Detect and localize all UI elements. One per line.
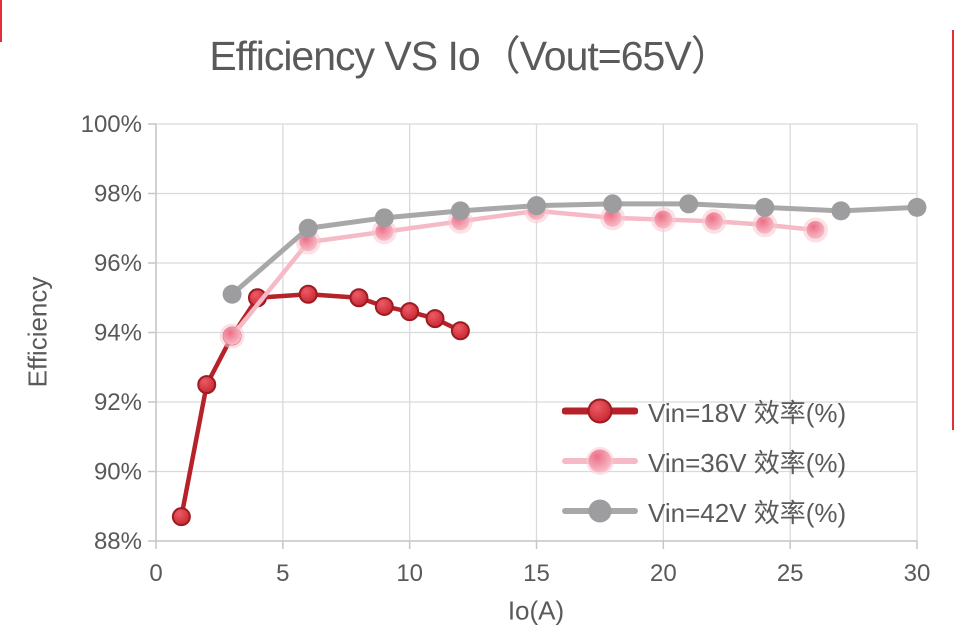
legend: Vin=18V 效率(%) Vin=36V 效率(%) Vin=42V 效率(%): [562, 386, 846, 536]
x-tick-label: 20: [650, 560, 677, 587]
x-tick-label: 10: [396, 560, 423, 587]
data-point: [603, 208, 622, 227]
x-tick-label: 15: [523, 560, 550, 587]
y-tick-label: 90%: [94, 459, 142, 486]
data-point: [450, 201, 470, 221]
legend-label: Vin=18V 效率(%): [648, 397, 847, 428]
data-point: [197, 375, 217, 395]
data-point: [907, 197, 927, 217]
data-point: [349, 288, 369, 308]
x-tick-label: 30: [904, 560, 931, 587]
data-point: [374, 296, 394, 316]
data-point: [603, 194, 623, 214]
y-tick-label: 92%: [94, 389, 142, 416]
data-point: [400, 302, 420, 322]
data-point: [705, 212, 724, 231]
data-point: [806, 220, 825, 239]
chart-title: Efficiency VS Io（Vout=65V）: [209, 33, 731, 79]
right-edge-artifact: [952, 30, 954, 430]
series-line: [229, 201, 920, 297]
y-tick-label: 88%: [94, 528, 142, 555]
y-tick-label: 100%: [81, 111, 142, 138]
data-point: [450, 321, 470, 341]
legend-marker-1: [562, 398, 638, 424]
x-axis-title: Io(A): [507, 595, 565, 626]
data-point: [755, 197, 775, 217]
series-line: [179, 292, 463, 519]
legend-item: Vin=36V 效率(%): [562, 436, 846, 486]
x-tick-label: 0: [149, 560, 162, 587]
data-point: [222, 284, 242, 304]
data-point: [375, 222, 394, 241]
data-point: [679, 194, 699, 214]
y-tick-label: 96%: [94, 250, 142, 277]
data-point: [527, 196, 546, 216]
y-tick-label: 94%: [94, 320, 142, 347]
legend-marker-3: [562, 499, 638, 523]
data-point: [831, 201, 851, 221]
tick-labels: 88% 90% 92% 94% 96% 98% 100% 0 5 10 15 20 25 30: [81, 111, 931, 587]
x-tick-label: 5: [276, 560, 289, 587]
left-edge-artifact: [0, 0, 2, 42]
series-3: [222, 194, 927, 304]
data-point: [223, 326, 242, 345]
legend-marker-2: [562, 447, 638, 475]
data-point: [171, 507, 191, 527]
data-point: [755, 215, 774, 234]
data-point: [425, 309, 445, 329]
data-point: [374, 208, 394, 228]
data-point: [299, 233, 318, 252]
series-line: [229, 208, 818, 339]
data-point: [298, 284, 318, 304]
data-point: [298, 218, 318, 238]
legend-label: Vin=36V 效率(%): [648, 447, 847, 478]
legend-item: Vin=42V 效率(%): [562, 486, 846, 536]
series-2: [219, 198, 829, 349]
x-tick-label: 25: [777, 560, 804, 587]
axes: [148, 123, 918, 549]
legend-label: Vin=42V 效率(%): [648, 497, 847, 528]
data-point: [654, 210, 673, 229]
y-tick-label: 98%: [94, 181, 142, 208]
series-1: [171, 284, 470, 527]
legend-item: Vin=18V 效率(%): [562, 386, 846, 436]
